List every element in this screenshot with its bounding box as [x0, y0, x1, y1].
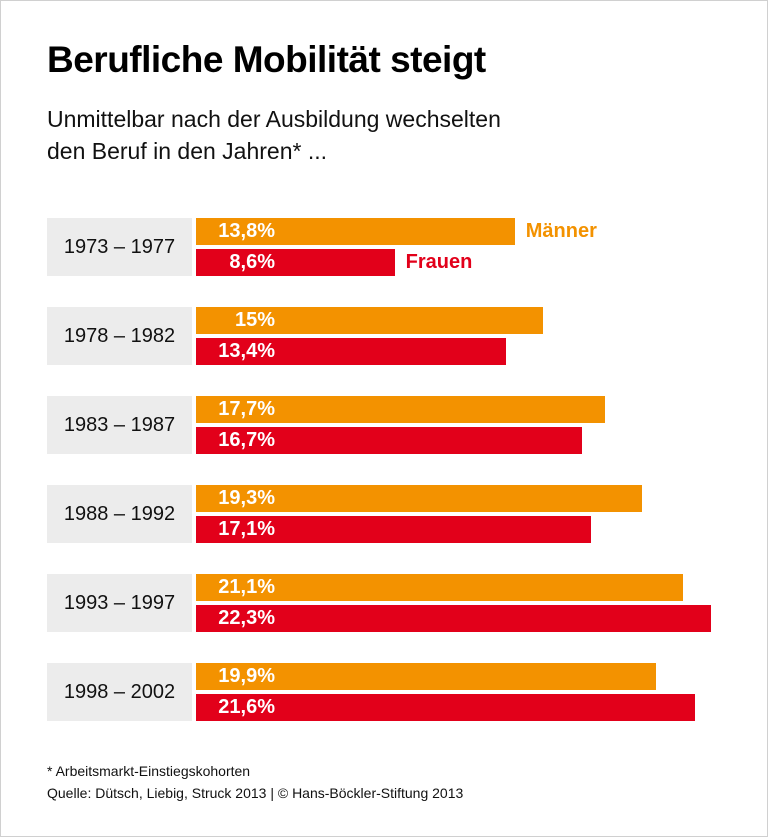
chart-title: Berufliche Mobilität steigt	[47, 39, 486, 80]
data-label: 13,8%	[218, 220, 275, 242]
bar-maenner	[196, 574, 684, 601]
category-label: 1988 – 1992	[47, 485, 192, 543]
category-label: 1983 – 1987	[47, 396, 192, 454]
bar-frauen	[196, 338, 506, 365]
category-label: 1998 – 2002	[47, 663, 192, 721]
category-label: 1978 – 1982	[47, 307, 192, 365]
bar-frauen	[196, 516, 591, 543]
data-label: 15%	[234, 309, 275, 331]
footnote: * Arbeitsmarkt-Einstiegskohorten	[47, 763, 251, 779]
bar-frauen	[196, 427, 582, 454]
data-label: 19,3%	[218, 487, 275, 509]
data-label: 22,3%	[218, 607, 275, 629]
bar-frauen	[196, 605, 712, 632]
bar-frauen	[196, 694, 695, 721]
data-label: 17,1%	[218, 518, 275, 540]
source: Quelle: Dütsch, Liebig, Struck 2013 | © …	[47, 785, 464, 801]
bar-maenner	[196, 396, 605, 423]
bar-frauen	[196, 249, 395, 276]
data-label: 16,7%	[218, 429, 275, 451]
bar-maenner	[196, 485, 642, 512]
category-label: 1973 – 1977	[47, 218, 192, 276]
category-label: 1993 – 1997	[47, 574, 192, 632]
data-label: 21,6%	[218, 696, 275, 718]
chart-subtitle: Unmittelbar nach der Ausbildung wechselt…	[47, 103, 501, 167]
data-label: 21,1%	[218, 576, 275, 598]
bar-maenner	[196, 307, 543, 334]
legend-frauen: Frauen	[405, 251, 473, 273]
bar-maenner	[196, 663, 656, 690]
legend-maenner: Männer	[525, 220, 597, 242]
subtitle-line: den Beruf in den Jahren* ...	[47, 138, 328, 164]
data-label: 13,4%	[218, 340, 275, 362]
data-label: 8,6%	[229, 251, 275, 273]
data-label: 19,9%	[218, 665, 275, 687]
subtitle-line: Unmittelbar nach der Ausbildung wechselt…	[47, 106, 501, 132]
bar-maenner	[196, 218, 515, 245]
data-label: 17,7%	[218, 398, 275, 420]
